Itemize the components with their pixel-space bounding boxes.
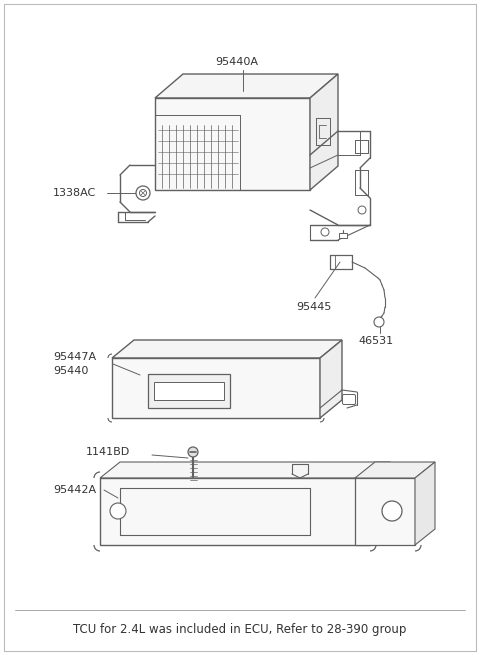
Text: 95440: 95440	[53, 366, 88, 376]
Polygon shape	[320, 340, 342, 418]
Polygon shape	[355, 462, 435, 478]
Circle shape	[374, 317, 384, 327]
Text: 95445: 95445	[296, 302, 331, 312]
Circle shape	[136, 186, 150, 200]
Text: 1338AC: 1338AC	[53, 188, 96, 198]
Polygon shape	[310, 74, 338, 190]
Circle shape	[188, 447, 198, 457]
Text: 95447A: 95447A	[53, 352, 96, 362]
FancyBboxPatch shape	[4, 4, 476, 651]
FancyBboxPatch shape	[343, 394, 356, 405]
Polygon shape	[155, 98, 310, 190]
Polygon shape	[415, 462, 435, 545]
Circle shape	[110, 503, 126, 519]
Polygon shape	[100, 462, 390, 478]
Polygon shape	[148, 374, 230, 408]
Text: 46531: 46531	[358, 336, 393, 346]
Circle shape	[382, 501, 402, 521]
Polygon shape	[355, 478, 415, 545]
Polygon shape	[112, 340, 342, 358]
Polygon shape	[100, 478, 370, 545]
Text: 1141BD: 1141BD	[86, 447, 130, 457]
Text: 95442A: 95442A	[53, 485, 96, 495]
Bar	[339, 233, 347, 238]
Polygon shape	[112, 358, 320, 418]
Polygon shape	[155, 74, 338, 98]
Text: 95440A: 95440A	[215, 57, 258, 67]
Text: TCU for 2.4L was included in ECU, Refer to 28-390 group: TCU for 2.4L was included in ECU, Refer …	[73, 624, 407, 637]
Polygon shape	[154, 382, 224, 400]
Polygon shape	[370, 462, 390, 545]
